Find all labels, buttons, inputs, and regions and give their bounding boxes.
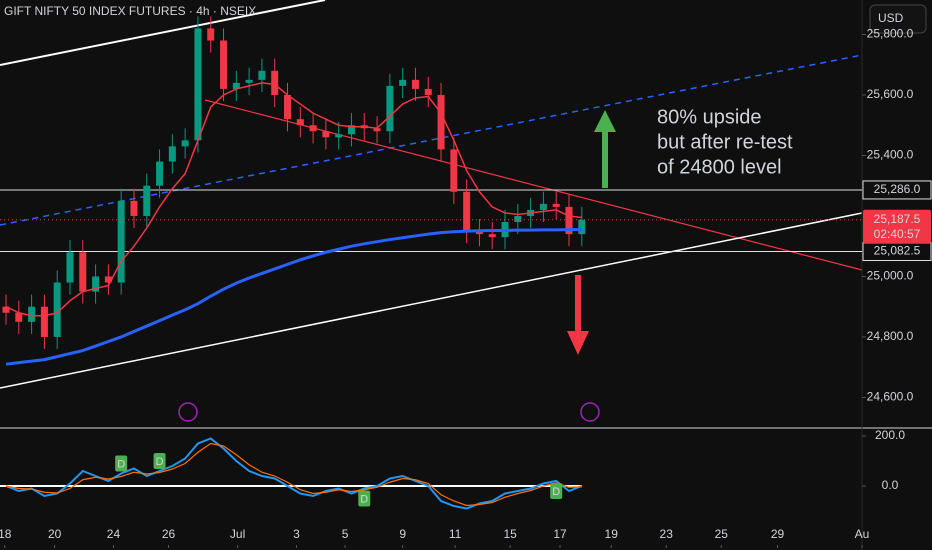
x-tick-label: 15 xyxy=(503,527,517,541)
candle-body xyxy=(578,219,586,235)
candle-body xyxy=(53,282,61,337)
oscillator-line xyxy=(5,442,582,507)
candle-body xyxy=(475,231,483,235)
signal-marker-label: D xyxy=(552,486,560,498)
currency-label[interactable]: USD xyxy=(878,11,904,25)
signal-marker-label: D xyxy=(360,493,368,505)
signal-marker xyxy=(153,453,166,469)
candle-body xyxy=(2,306,10,313)
candle-body xyxy=(309,125,317,132)
candle-body xyxy=(411,79,419,89)
candle-body xyxy=(168,146,176,162)
candle-body xyxy=(194,28,202,141)
candle-body xyxy=(92,276,100,292)
candle-body xyxy=(143,185,151,216)
countdown: 02:40:57 xyxy=(874,227,921,241)
candle-body xyxy=(232,82,240,89)
x-tick-label: Jul xyxy=(230,527,245,541)
osc-tick-label: 0.0 xyxy=(882,478,899,492)
candle-body xyxy=(66,252,74,283)
x-tick-label: 5 xyxy=(342,527,349,541)
y-tick-label: 24,600.0 xyxy=(867,390,914,404)
event-icon[interactable] xyxy=(580,402,600,422)
candle-body xyxy=(565,206,573,235)
candle-body xyxy=(15,312,23,322)
trend-line xyxy=(0,212,863,389)
candle-body xyxy=(399,79,407,86)
x-tick-label: 9 xyxy=(399,527,406,541)
last-price-box xyxy=(863,209,931,244)
x-tick-label: 3 xyxy=(293,527,300,541)
candle-body xyxy=(130,200,138,216)
candle-body xyxy=(450,149,458,192)
chart-title: GIFT NIFTY 50 INDEX FUTURES · 4h · NSEIX xyxy=(4,4,256,18)
annotation: but after re-test xyxy=(657,131,793,153)
x-tick-label: 23 xyxy=(660,527,674,541)
last-price-label: 25,187.5 xyxy=(874,212,921,226)
candle-body xyxy=(296,119,304,126)
candle-body xyxy=(245,79,253,83)
moving-average xyxy=(5,82,582,317)
candle-body xyxy=(488,234,496,238)
signal-marker-label: D xyxy=(117,458,125,470)
event-icon[interactable] xyxy=(178,402,198,422)
signal-marker xyxy=(358,490,371,507)
x-tick-label: 24 xyxy=(107,527,121,541)
arrow-head xyxy=(594,110,616,132)
currency-button[interactable] xyxy=(869,4,927,34)
signal-marker xyxy=(115,455,128,472)
x-tick-label: 26 xyxy=(162,527,176,541)
x-tick-label: Au xyxy=(855,527,870,541)
y-tick-label: 25,800.0 xyxy=(867,27,914,41)
x-tick-label: 19 xyxy=(605,527,619,541)
candle-body xyxy=(258,70,266,80)
candle-body xyxy=(552,203,560,207)
x-tick-label: 18 xyxy=(0,527,12,541)
candle-body xyxy=(117,200,125,283)
candle-body xyxy=(514,215,522,223)
x-tick-label: 29 xyxy=(771,527,785,541)
osc-tick-label: 200.0 xyxy=(875,428,905,442)
signal-marker-label: D xyxy=(156,456,164,468)
y-tick-label: 25,400.0 xyxy=(867,148,914,162)
candle-body xyxy=(347,125,355,135)
moving-average xyxy=(5,228,582,366)
level-label: 25,286.0 xyxy=(874,182,921,196)
level-label: 25,082.5 xyxy=(874,244,921,258)
candle-body xyxy=(40,306,48,337)
candle-body xyxy=(220,40,228,89)
candle-body xyxy=(424,88,432,95)
y-tick-label: 25,600.0 xyxy=(867,87,914,101)
candle-body xyxy=(284,94,292,120)
candle-body xyxy=(104,276,112,283)
trend-line xyxy=(0,0,326,66)
annotation: 80% upside xyxy=(657,106,762,128)
candle-body xyxy=(373,128,381,132)
x-tick-label: 25 xyxy=(715,527,729,541)
candle-body xyxy=(539,203,547,210)
annotation: of 24800 level xyxy=(657,156,782,178)
candle-body xyxy=(335,134,343,138)
x-tick-label: 11 xyxy=(449,527,462,541)
candle-body xyxy=(79,252,87,292)
arrow-head xyxy=(567,331,589,355)
signal-marker xyxy=(550,483,563,499)
x-tick-label: 20 xyxy=(48,527,62,541)
y-tick-label: 25,000.0 xyxy=(867,269,914,283)
candle-body xyxy=(386,85,394,132)
candle-body xyxy=(207,28,215,41)
candle-body xyxy=(28,306,36,322)
candle-body xyxy=(156,161,164,186)
candle-body xyxy=(271,70,279,95)
candle-body xyxy=(322,131,330,138)
candle-body xyxy=(463,191,471,232)
x-tick-label: 17 xyxy=(553,527,567,541)
candle-body xyxy=(181,140,189,147)
level-box xyxy=(862,180,932,200)
candle-body xyxy=(437,94,445,150)
y-tick-label: 24,800.0 xyxy=(867,329,914,343)
